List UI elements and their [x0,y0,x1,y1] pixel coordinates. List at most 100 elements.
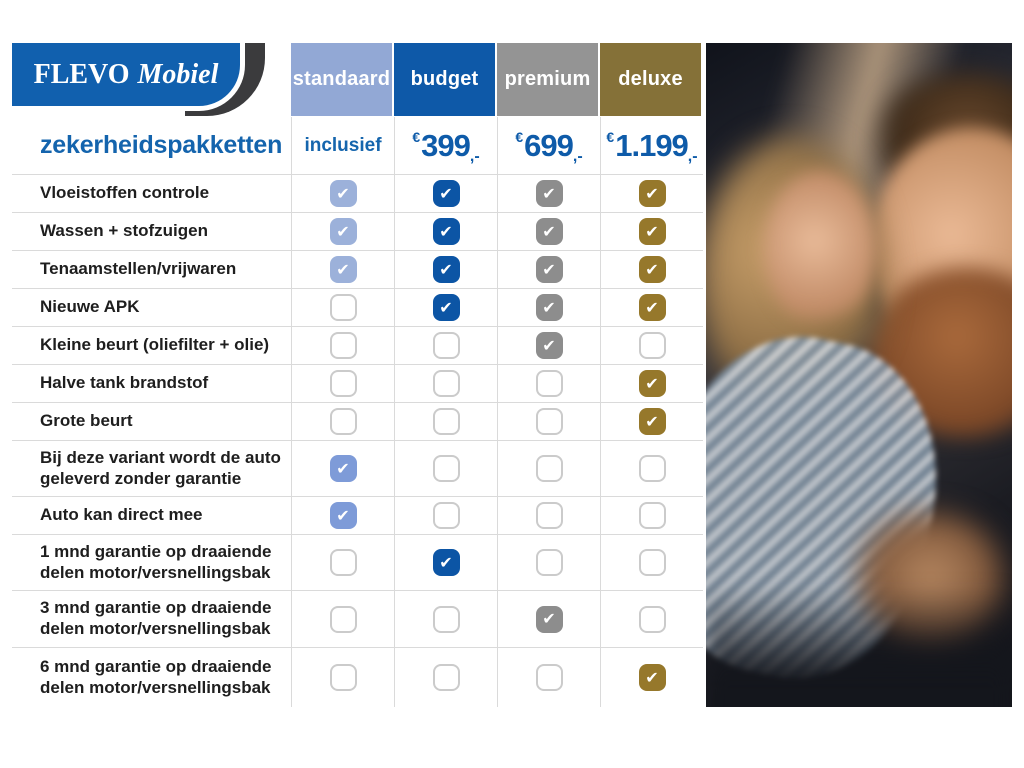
checkbox-premium[interactable] [535,408,563,435]
logo-plate: FLEVO Mobiel [12,43,245,111]
checkbox-deluxe[interactable] [638,549,666,576]
checkbox-deluxe[interactable] [638,256,666,283]
checkbox-standaard[interactable] [329,549,357,576]
checkbox-deluxe[interactable] [638,408,666,435]
checkbox-standaard[interactable] [329,256,357,283]
cell-standaard [291,647,394,707]
price-text: inclusief [304,134,382,156]
checkbox-budget[interactable] [432,256,460,283]
feature-label: Bij deze variant wordt de auto geleverd … [12,440,291,496]
checkbox-standaard[interactable] [329,664,357,691]
cell-budget [394,590,497,647]
column-header-premium: premium [497,43,598,116]
checkbox-deluxe[interactable] [638,455,666,482]
checkbox-premium[interactable] [535,455,563,482]
cell-premium [497,534,600,590]
feature-row-grote-beurt: Grote beurt [12,402,703,440]
price-suffix: ,- [469,148,480,165]
price-premium: €699 ,- [497,117,600,174]
cell-deluxe [600,174,703,212]
price-suffix: ,- [572,148,583,165]
cell-standaard [291,402,394,440]
feature-row-zonder-garantie: Bij deze variant wordt de auto geleverd … [12,440,703,496]
checkbox-deluxe[interactable] [638,218,666,245]
feature-row-kleine-beurt: Kleine beurt (oliefilter + olie) [12,326,703,364]
checkbox-premium[interactable] [535,294,563,321]
cell-standaard [291,534,394,590]
cell-standaard [291,250,394,288]
cell-premium [497,250,600,288]
checkbox-budget[interactable] [432,502,460,529]
comparison-table: zekerheidspakketten inclusief €399 ,- €69… [12,117,703,707]
checkbox-premium[interactable] [535,605,563,633]
checkbox-deluxe[interactable] [638,664,666,691]
cell-budget [394,364,497,402]
checkbox-standaard[interactable] [329,218,357,245]
checkbox-deluxe[interactable] [638,605,666,633]
checkbox-budget[interactable] [432,294,460,321]
cell-budget [394,174,497,212]
checkbox-deluxe[interactable] [638,332,666,359]
checkbox-budget[interactable] [432,408,460,435]
column-header-budget: budget [394,43,495,116]
cell-budget [394,250,497,288]
checkbox-premium[interactable] [535,180,563,207]
price-standaard: inclusief [291,117,394,174]
checkbox-deluxe[interactable] [638,502,666,529]
checkbox-budget[interactable] [432,664,460,691]
cell-deluxe [600,364,703,402]
feature-label: Wassen + stofzuigen [12,212,291,250]
checkbox-standaard[interactable] [329,370,357,397]
price-amount: 1.199 [615,127,689,163]
checkbox-standaard[interactable] [329,408,357,435]
checkbox-standaard[interactable] [329,502,357,529]
cell-premium [497,402,600,440]
checkbox-budget[interactable] [432,549,460,576]
price-suffix: ,- [687,148,698,165]
cell-premium [497,647,600,707]
cell-premium [497,326,600,364]
feature-row-6mnd-garantie: 6 mnd garantie op draaiende delen motor/… [12,647,703,707]
feature-row-1mnd-garantie: 1 mnd garantie op draaiende delen motor/… [12,534,703,590]
checkbox-premium[interactable] [535,502,563,529]
page-title: zekerheidspakketten [40,131,283,160]
feature-row-halve-tank: Halve tank brandstof [12,364,703,402]
cell-premium [497,212,600,250]
checkbox-budget[interactable] [432,605,460,633]
checkbox-premium[interactable] [535,332,563,359]
checkbox-standaard[interactable] [329,605,357,633]
checkbox-premium[interactable] [535,549,563,576]
feature-label: Auto kan direct mee [12,496,291,534]
checkbox-premium[interactable] [535,256,563,283]
price-row: zekerheidspakketten inclusief €399 ,- €69… [12,117,703,174]
price-deluxe: €1.199 ,- [600,117,703,174]
cell-budget [394,496,497,534]
price-amount: 699 [524,127,574,163]
feature-label: Kleine beurt (oliefilter + olie) [12,326,291,364]
cell-standaard [291,364,394,402]
cell-deluxe [600,590,703,647]
checkbox-standaard[interactable] [329,180,357,207]
checkbox-budget[interactable] [432,180,460,207]
checkbox-premium[interactable] [535,664,563,691]
checkbox-deluxe[interactable] [638,370,666,397]
checkbox-premium[interactable] [535,370,563,397]
feature-label: 1 mnd garantie op draaiende delen motor/… [12,534,291,590]
cell-standaard [291,326,394,364]
checkbox-deluxe[interactable] [638,294,666,321]
checkbox-budget[interactable] [432,455,460,482]
checkbox-standaard[interactable] [329,455,357,482]
column-header-standaard: standaard [291,43,392,116]
checkbox-standaard[interactable] [329,294,357,321]
checkbox-budget[interactable] [432,218,460,245]
checkbox-deluxe[interactable] [638,180,666,207]
cell-deluxe [600,402,703,440]
cell-standaard [291,590,394,647]
cell-budget [394,212,497,250]
checkbox-budget[interactable] [432,332,460,359]
checkbox-budget[interactable] [432,370,460,397]
cell-deluxe [600,647,703,707]
checkbox-premium[interactable] [535,218,563,245]
checkbox-standaard[interactable] [329,332,357,359]
